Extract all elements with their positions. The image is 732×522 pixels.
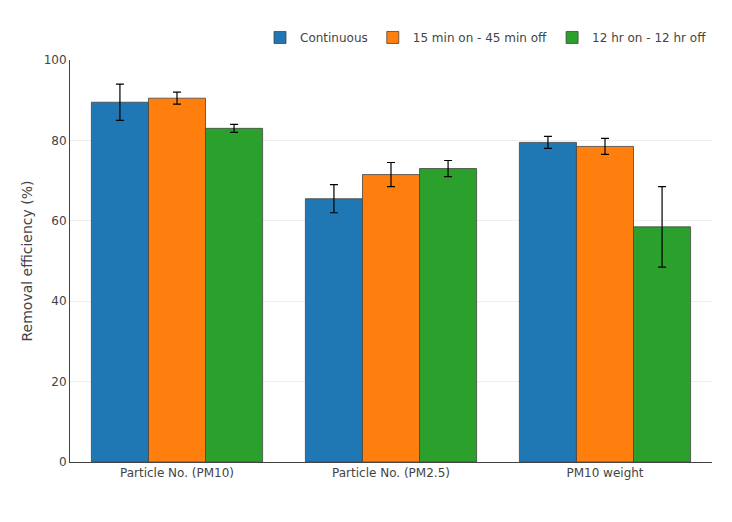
svg-text:60: 60	[51, 214, 66, 228]
svg-text:Particle No. (PM10): Particle No. (PM10)	[120, 466, 234, 480]
svg-text:100: 100	[44, 53, 67, 67]
svg-text:Removal efficiency (%): Removal efficiency (%)	[19, 181, 35, 342]
svg-text:40: 40	[51, 294, 66, 308]
svg-text:12 hr on - 12 hr off: 12 hr on - 12 hr off	[592, 31, 706, 45]
svg-text:Particle No. (PM2.5): Particle No. (PM2.5)	[332, 466, 450, 480]
svg-text:0: 0	[59, 455, 67, 469]
svg-text:PM10 weight: PM10 weight	[566, 466, 643, 480]
svg-text:15 min on - 45 min off: 15 min on - 45 min off	[413, 31, 547, 45]
svg-text:Continuous: Continuous	[300, 31, 368, 45]
svg-text:80: 80	[51, 134, 66, 148]
svg-text:20: 20	[51, 375, 66, 389]
